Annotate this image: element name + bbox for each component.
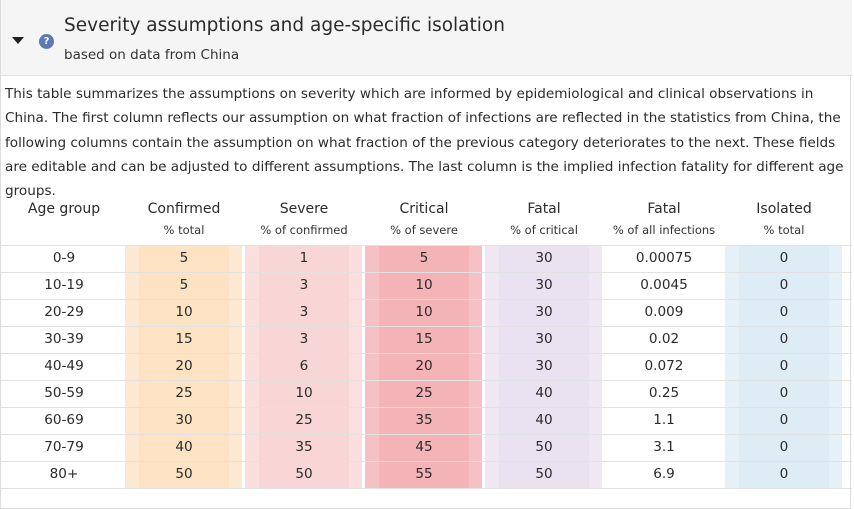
cell-isolated[interactable]: 0 <box>779 331 789 347</box>
cell-fatal[interactable]: 30 <box>535 250 553 266</box>
cell-confirmed[interactable]: 10 <box>175 304 193 320</box>
cell-critical[interactable]: 5 <box>419 250 429 266</box>
panel-header[interactable]: ? Severity assumptions and age-specific … <box>1 0 852 76</box>
cell-critical[interactable]: 35 <box>415 412 433 428</box>
cell-confirmed[interactable]: 15 <box>175 331 193 347</box>
column-header-label: Isolated <box>756 201 812 217</box>
column-header-label: Critical <box>399 201 449 217</box>
row-divider <box>1 434 852 435</box>
cell-critical[interactable]: 55 <box>415 466 433 482</box>
cell-severe[interactable]: 10 <box>295 385 313 401</box>
collapse-caret-icon[interactable] <box>12 37 24 44</box>
cell-fatal[interactable]: 30 <box>535 358 553 374</box>
column-header-label: Age group <box>27 201 101 217</box>
cell-fatal-all-infections: 3.1 <box>653 439 675 455</box>
column-header-label: Fatal <box>647 201 681 217</box>
cell-fatal-all-infections: 6.9 <box>653 466 675 482</box>
cell-age-group: 30-39 <box>44 331 84 347</box>
cell-age-group: 60-69 <box>44 412 84 428</box>
cell-age-group: 10-19 <box>44 277 84 293</box>
cell-age-group: 70-79 <box>44 439 84 455</box>
cell-critical[interactable]: 10 <box>415 304 433 320</box>
cell-fatal[interactable]: 40 <box>535 385 553 401</box>
cell-critical[interactable]: 45 <box>415 439 433 455</box>
cell-fatal[interactable]: 30 <box>535 304 553 320</box>
column-header-label: Severe <box>279 201 329 217</box>
help-icon[interactable]: ? <box>39 34 54 49</box>
row-divider <box>1 299 852 300</box>
row-divider <box>1 326 852 327</box>
cell-fatal-all-infections: 0.25 <box>648 385 680 401</box>
cell-age-group: 80+ <box>49 466 79 482</box>
cell-isolated[interactable]: 0 <box>779 304 789 320</box>
cell-isolated[interactable]: 0 <box>779 250 789 266</box>
column-header-unit: % of confirmed <box>260 223 348 237</box>
cell-severe[interactable]: 35 <box>295 439 313 455</box>
cell-confirmed[interactable]: 40 <box>175 439 193 455</box>
cell-severe[interactable]: 3 <box>299 304 309 320</box>
cell-confirmed[interactable]: 20 <box>175 358 193 374</box>
row-divider <box>1 461 852 462</box>
row-divider <box>1 407 852 408</box>
cell-fatal-all-infections: 0.072 <box>644 358 684 374</box>
panel-title: Severity assumptions and age-specific is… <box>64 15 505 36</box>
cell-age-group: 40-49 <box>44 358 84 374</box>
cell-fatal-all-infections: 0.00075 <box>635 250 693 266</box>
severe-column-band-inner <box>259 245 349 488</box>
cell-isolated[interactable]: 0 <box>779 412 789 428</box>
cell-fatal-all-infections: 0.02 <box>648 331 680 347</box>
cell-age-group: 50-59 <box>44 385 84 401</box>
column-header-unit: % total <box>763 223 805 237</box>
cell-confirmed[interactable]: 25 <box>175 385 193 401</box>
cell-isolated[interactable]: 0 <box>779 439 789 455</box>
row-divider <box>1 488 852 489</box>
cell-confirmed[interactable]: 5 <box>179 250 189 266</box>
cell-critical[interactable]: 25 <box>415 385 433 401</box>
cell-fatal[interactable]: 30 <box>535 277 553 293</box>
cell-severe[interactable]: 3 <box>299 277 309 293</box>
cell-fatal-all-infections: 0.009 <box>644 304 684 320</box>
cell-isolated[interactable]: 0 <box>779 358 789 374</box>
cell-isolated[interactable]: 0 <box>779 277 789 293</box>
panel-subtitle: based on data from China <box>64 47 240 63</box>
cell-severe[interactable]: 1 <box>299 250 309 266</box>
cell-fatal[interactable]: 40 <box>535 412 553 428</box>
row-divider <box>1 353 852 354</box>
cell-critical[interactable]: 15 <box>415 331 433 347</box>
critical-column-band-inner <box>379 245 469 488</box>
isolated-column-band-inner <box>739 245 829 488</box>
row-divider <box>1 380 852 381</box>
cell-fatal[interactable]: 50 <box>535 439 553 455</box>
cell-confirmed[interactable]: 50 <box>175 466 193 482</box>
cell-critical[interactable]: 20 <box>415 358 433 374</box>
cell-age-group: 20-29 <box>44 304 84 320</box>
cell-severe[interactable]: 25 <box>295 412 313 428</box>
row-divider <box>1 272 852 273</box>
cell-isolated[interactable]: 0 <box>779 385 789 401</box>
cell-severe[interactable]: 6 <box>299 358 309 374</box>
fatal-column-band-inner <box>499 245 589 488</box>
column-header-unit: % of severe <box>390 223 458 237</box>
cell-fatal-all-infections: 1.1 <box>653 412 675 428</box>
cell-confirmed[interactable]: 30 <box>175 412 193 428</box>
column-header-label: Confirmed <box>147 201 221 217</box>
column-header-label: Fatal <box>527 201 561 217</box>
cell-critical[interactable]: 10 <box>415 277 433 293</box>
table-description: This table summarizes the assumptions on… <box>5 86 844 200</box>
confirmed-column-band-inner <box>139 245 229 488</box>
cell-age-group: 0-9 <box>52 250 76 266</box>
cell-severe[interactable]: 3 <box>299 331 309 347</box>
cell-severe[interactable]: 50 <box>295 466 313 482</box>
cell-fatal-all-infections: 0.0045 <box>640 277 688 293</box>
column-header-unit: % of all infections <box>612 223 716 237</box>
column-header-unit: % total <box>163 223 205 237</box>
column-header-unit: % of critical <box>510 223 578 237</box>
cell-isolated[interactable]: 0 <box>779 466 789 482</box>
header-divider <box>1 245 852 246</box>
cell-confirmed[interactable]: 5 <box>179 277 189 293</box>
cell-fatal[interactable]: 30 <box>535 331 553 347</box>
cell-fatal[interactable]: 50 <box>535 466 553 482</box>
